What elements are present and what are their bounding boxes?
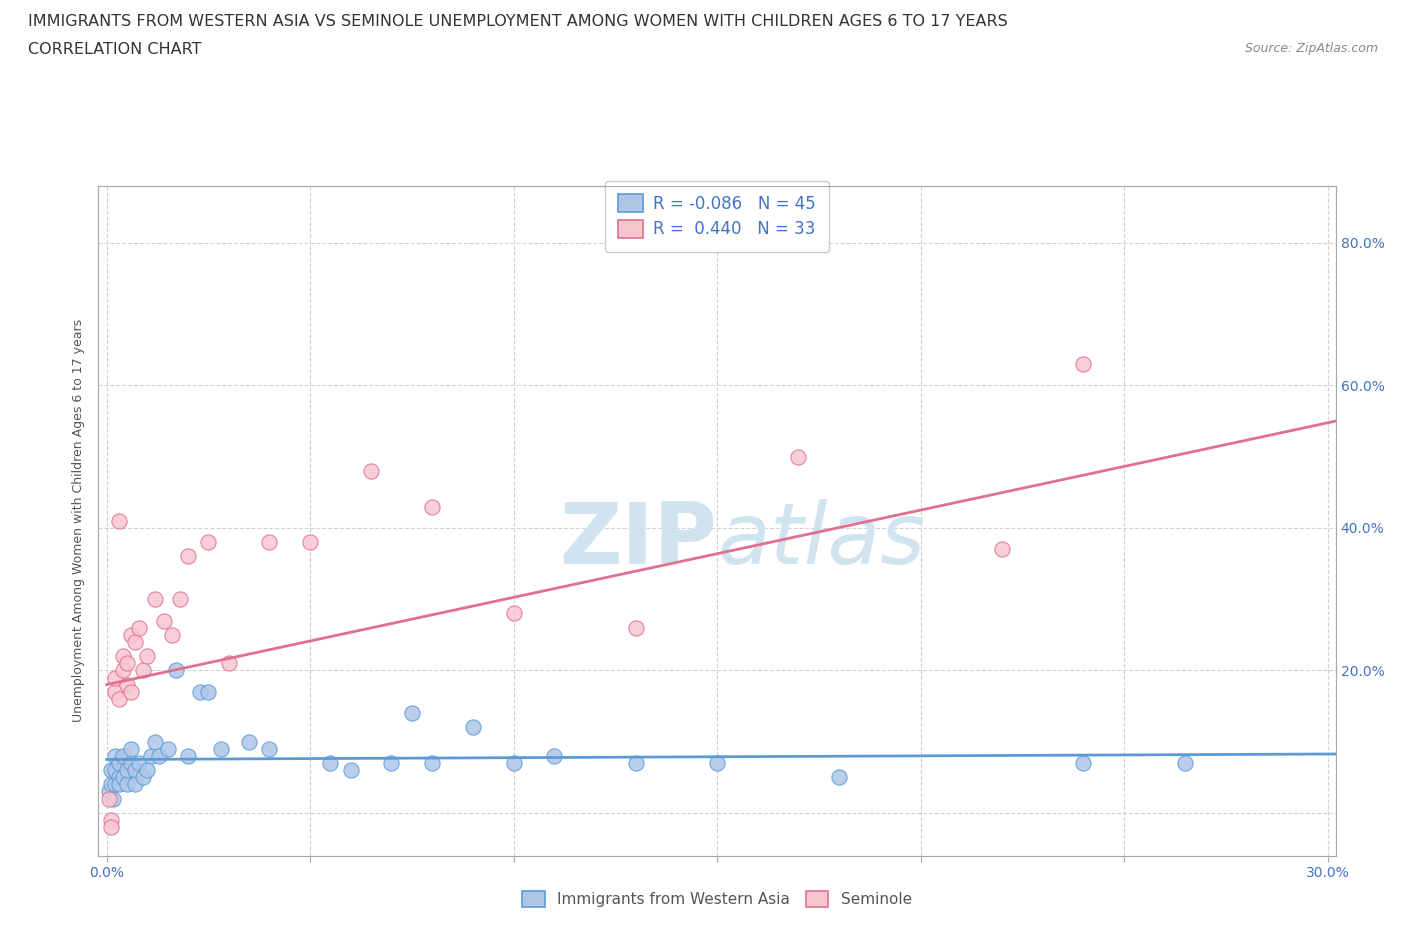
Point — [101, 791, 124, 806]
Point — [165, 663, 187, 678]
Point — [124, 777, 146, 791]
Point — [120, 741, 142, 756]
Point — [120, 684, 142, 699]
Point — [136, 763, 159, 777]
Point — [259, 741, 281, 756]
Point — [177, 549, 200, 564]
Point — [1073, 755, 1095, 770]
Point — [706, 755, 728, 770]
Point — [132, 770, 155, 785]
Text: ZIP: ZIP — [560, 499, 717, 582]
Point — [124, 634, 146, 649]
Text: CORRELATION CHART: CORRELATION CHART — [28, 42, 201, 57]
Point — [100, 819, 122, 834]
Point — [100, 777, 122, 791]
Point — [218, 656, 240, 671]
Point — [107, 691, 129, 706]
Point — [401, 706, 423, 721]
Point — [97, 791, 120, 806]
Point — [111, 649, 134, 664]
Point — [160, 628, 183, 643]
Point — [145, 734, 167, 749]
Point — [107, 755, 129, 770]
Point — [624, 620, 647, 635]
Point — [97, 784, 120, 799]
Point — [107, 513, 129, 528]
Point — [100, 813, 122, 828]
Point — [104, 749, 127, 764]
Point — [828, 770, 851, 785]
Point — [380, 755, 402, 770]
Point — [104, 671, 127, 685]
Point — [111, 663, 134, 678]
Point — [145, 591, 167, 606]
Point — [502, 755, 524, 770]
Point — [115, 777, 138, 791]
Point — [197, 684, 219, 699]
Point — [152, 613, 174, 628]
Point — [111, 770, 134, 785]
Point — [177, 749, 200, 764]
Point — [360, 463, 382, 478]
Point — [624, 755, 647, 770]
Point — [299, 535, 322, 550]
Point — [543, 749, 565, 764]
Point — [141, 749, 163, 764]
Point — [107, 777, 129, 791]
Point — [104, 684, 127, 699]
Point — [115, 656, 138, 671]
Point — [991, 542, 1014, 557]
Point — [120, 755, 142, 770]
Point — [420, 499, 443, 514]
Point — [259, 535, 281, 550]
Point — [115, 677, 138, 692]
Point — [197, 535, 219, 550]
Point — [128, 755, 150, 770]
Legend: Immigrants from Western Asia, Seminole: Immigrants from Western Asia, Seminole — [515, 883, 920, 915]
Point — [420, 755, 443, 770]
Point — [188, 684, 211, 699]
Point — [156, 741, 179, 756]
Text: atlas: atlas — [717, 499, 925, 582]
Text: Source: ZipAtlas.com: Source: ZipAtlas.com — [1244, 42, 1378, 55]
Point — [1174, 755, 1197, 770]
Point — [502, 606, 524, 621]
Point — [100, 763, 122, 777]
Point — [238, 734, 260, 749]
Point — [319, 755, 342, 770]
Point — [132, 663, 155, 678]
Point — [128, 620, 150, 635]
Point — [148, 749, 170, 764]
Point — [1073, 356, 1095, 371]
Point — [339, 763, 361, 777]
Text: IMMIGRANTS FROM WESTERN ASIA VS SEMINOLE UNEMPLOYMENT AMONG WOMEN WITH CHILDREN : IMMIGRANTS FROM WESTERN ASIA VS SEMINOLE… — [28, 14, 1008, 29]
Point — [209, 741, 232, 756]
Point — [461, 720, 484, 735]
Point — [136, 649, 159, 664]
Point — [115, 763, 138, 777]
Point — [787, 449, 810, 464]
Point — [104, 777, 127, 791]
Point — [107, 770, 129, 785]
Point — [104, 763, 127, 777]
Point — [120, 628, 142, 643]
Y-axis label: Unemployment Among Women with Children Ages 6 to 17 years: Unemployment Among Women with Children A… — [72, 319, 86, 723]
Point — [124, 763, 146, 777]
Point — [111, 749, 134, 764]
Point — [169, 591, 191, 606]
